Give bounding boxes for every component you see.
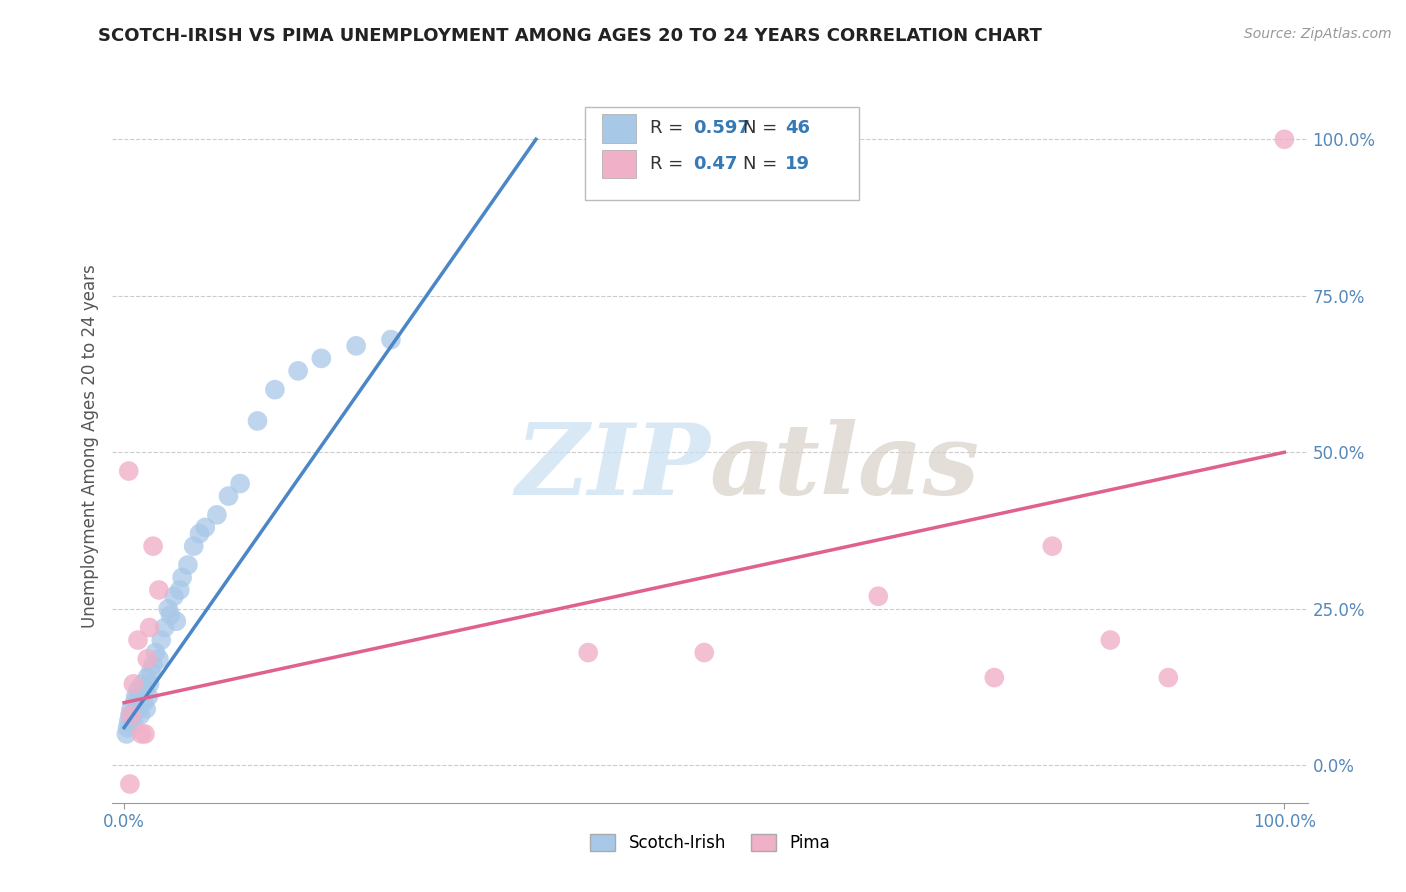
Point bbox=[172, 570, 194, 584]
Text: atlas: atlas bbox=[710, 419, 980, 516]
Text: N =: N = bbox=[744, 155, 783, 173]
Point bbox=[131, 727, 153, 741]
Point bbox=[122, 677, 145, 691]
Point bbox=[1099, 633, 1122, 648]
Point bbox=[117, 721, 139, 735]
Point bbox=[142, 539, 165, 553]
Point bbox=[136, 652, 159, 666]
Point bbox=[124, 696, 146, 710]
Point bbox=[287, 364, 309, 378]
Point bbox=[122, 714, 145, 729]
Point bbox=[129, 708, 152, 723]
Text: 0.597: 0.597 bbox=[693, 120, 751, 137]
Point bbox=[246, 414, 269, 428]
Text: N =: N = bbox=[744, 120, 783, 137]
Point bbox=[165, 614, 187, 628]
Point bbox=[1157, 671, 1180, 685]
Point bbox=[159, 607, 181, 622]
Point bbox=[138, 690, 160, 704]
Point bbox=[576, 646, 599, 660]
Point bbox=[134, 683, 156, 698]
Point bbox=[153, 621, 176, 635]
Point bbox=[380, 333, 402, 347]
Point bbox=[127, 633, 149, 648]
Point bbox=[150, 633, 173, 648]
Point bbox=[229, 476, 252, 491]
Point bbox=[868, 589, 890, 603]
Point bbox=[121, 708, 143, 723]
Point bbox=[148, 582, 170, 597]
Point bbox=[145, 646, 167, 660]
Point bbox=[128, 696, 150, 710]
Point bbox=[138, 621, 160, 635]
Point bbox=[131, 677, 153, 691]
Text: SCOTCH-IRISH VS PIMA UNEMPLOYMENT AMONG AGES 20 TO 24 YEARS CORRELATION CHART: SCOTCH-IRISH VS PIMA UNEMPLOYMENT AMONG … bbox=[98, 27, 1042, 45]
Point bbox=[142, 658, 165, 673]
Point bbox=[148, 652, 170, 666]
Point bbox=[125, 702, 148, 716]
Text: Source: ZipAtlas.com: Source: ZipAtlas.com bbox=[1244, 27, 1392, 41]
Point bbox=[132, 696, 155, 710]
Text: ZIP: ZIP bbox=[515, 419, 710, 516]
Point bbox=[118, 777, 141, 791]
Point bbox=[344, 339, 367, 353]
Point bbox=[135, 702, 157, 716]
Text: R =: R = bbox=[651, 155, 689, 173]
Point bbox=[264, 383, 287, 397]
FancyBboxPatch shape bbox=[603, 150, 636, 178]
Point bbox=[118, 708, 141, 723]
Point bbox=[218, 489, 240, 503]
Point bbox=[183, 539, 205, 553]
Point bbox=[163, 589, 186, 603]
Point bbox=[134, 727, 156, 741]
Point bbox=[131, 690, 153, 704]
Point bbox=[138, 677, 160, 691]
Point bbox=[194, 520, 217, 534]
Legend: Scotch-Irish, Pima: Scotch-Irish, Pima bbox=[583, 827, 837, 859]
Point bbox=[127, 683, 149, 698]
Text: 0.47: 0.47 bbox=[693, 155, 738, 173]
Point bbox=[118, 464, 141, 478]
Point bbox=[188, 526, 211, 541]
Point bbox=[115, 727, 138, 741]
Point bbox=[120, 702, 142, 716]
FancyBboxPatch shape bbox=[585, 107, 859, 200]
Point bbox=[983, 671, 1005, 685]
Text: 19: 19 bbox=[786, 155, 810, 173]
Point bbox=[1040, 539, 1063, 553]
Point bbox=[125, 690, 148, 704]
Text: 46: 46 bbox=[786, 120, 810, 137]
Point bbox=[169, 582, 191, 597]
Point bbox=[120, 708, 142, 723]
Point bbox=[118, 714, 141, 729]
Text: R =: R = bbox=[651, 120, 689, 137]
Point bbox=[177, 558, 200, 572]
Point bbox=[693, 646, 716, 660]
Point bbox=[205, 508, 228, 522]
Point bbox=[157, 601, 180, 615]
Point bbox=[136, 671, 159, 685]
Point bbox=[311, 351, 333, 366]
Point bbox=[1272, 132, 1295, 146]
FancyBboxPatch shape bbox=[603, 114, 636, 143]
Y-axis label: Unemployment Among Ages 20 to 24 years: Unemployment Among Ages 20 to 24 years bbox=[80, 264, 98, 628]
Point bbox=[139, 665, 162, 679]
